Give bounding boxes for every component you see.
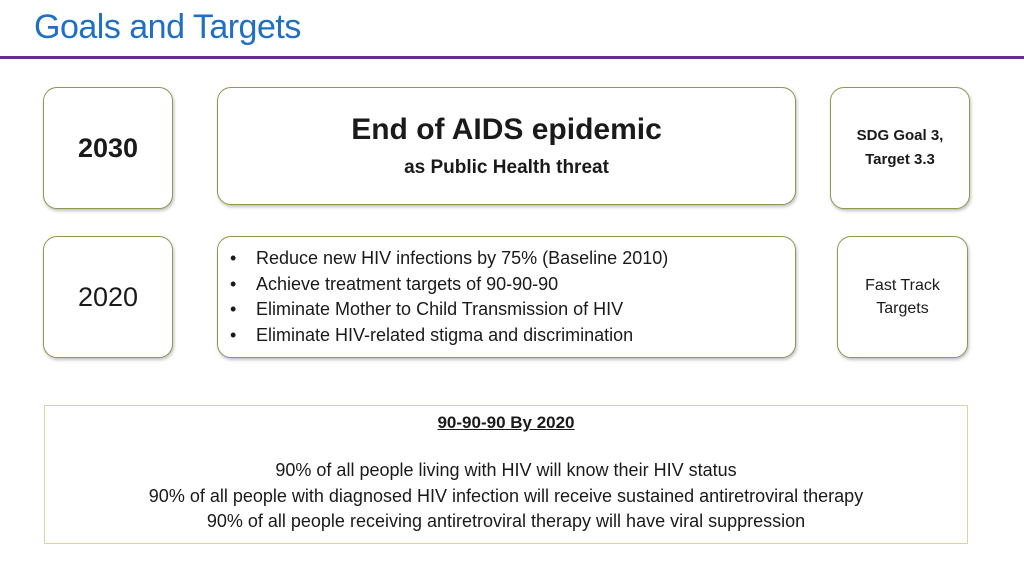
sdg-goal-label: SDG Goal 3, xyxy=(856,127,944,144)
targets-2020-box: Reduce new HIV infections by 75% (Baseli… xyxy=(217,236,796,358)
title-divider xyxy=(0,56,1024,59)
year-2020-label: 2020 xyxy=(77,281,139,312)
aids-goal-subtitle: as Public Health threat xyxy=(404,157,609,178)
year-2030-box: 2030 xyxy=(43,87,173,209)
page-title: Goals and Targets xyxy=(34,8,301,46)
fast-track-label-line1: Fast Track xyxy=(865,277,940,294)
target-item: Eliminate HIV-related stigma and discrim… xyxy=(230,323,668,349)
target-item: Reduce new HIV infections by 75% (Baseli… xyxy=(230,246,668,272)
year-2030-label: 2030 xyxy=(77,132,139,163)
aids-goal-title: End of AIDS epidemic xyxy=(351,113,662,146)
ninety-line: 90% of all people receiving antiretrovir… xyxy=(206,511,806,531)
ninety-line: 90% of all people living with HIV will k… xyxy=(275,460,737,480)
sdg-box: SDG Goal 3, Target 3.3 xyxy=(830,87,970,209)
ninety-lines: 90% of all people living with HIV will k… xyxy=(45,458,967,535)
ninety-title: 90-90-90 By 2020 xyxy=(437,413,575,432)
ninety-ninety-ninety-box: 90-90-90 By 2020 90% of all people livin… xyxy=(44,405,968,544)
sdg-target-label: Target 3.3 xyxy=(865,151,935,168)
year-2020-box: 2020 xyxy=(43,236,173,358)
ninety-line: 90% of all people with diagnosed HIV inf… xyxy=(148,485,864,506)
target-item: Achieve treatment targets of 90-90-90 xyxy=(230,272,668,298)
aids-goal-box: End of AIDS epidemic as Public Health th… xyxy=(217,87,796,205)
fast-track-label-line2: Targets xyxy=(876,300,929,317)
targets-list: Reduce new HIV infections by 75% (Baseli… xyxy=(218,246,668,348)
fast-track-box: Fast Track Targets xyxy=(837,236,968,358)
target-item: Eliminate Mother to Child Transmission o… xyxy=(230,297,668,323)
